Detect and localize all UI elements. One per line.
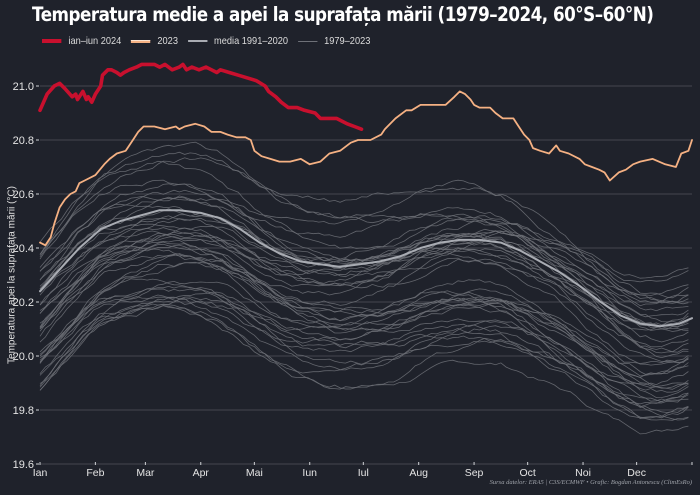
year-line-1984: [39, 303, 689, 402]
year-line-2022: [39, 208, 689, 318]
year-line-1985: [39, 305, 689, 435]
x-tick-label: Iul: [358, 467, 369, 479]
y-tick-label: 20.0: [13, 351, 34, 363]
series-2023-line: [39, 90, 693, 247]
year-line-2011: [39, 225, 689, 364]
legend-label-years: 1979–2023: [324, 35, 371, 47]
x-tick-label: Mar: [136, 467, 155, 479]
year-line-2020: [39, 151, 689, 296]
year-line-1994: [39, 254, 689, 375]
year-line-2002: [39, 232, 689, 348]
x-tick-label: Ian: [33, 467, 48, 479]
y-tick-label: 20.4: [13, 243, 34, 255]
legend-swatch-years: [297, 40, 318, 42]
year-line-1981: [39, 285, 689, 419]
source-caption: Sursa datelor: ERA5 | C3S/ECMWF • Grafic…: [489, 479, 692, 486]
legend-item-2023: 2023: [131, 35, 178, 47]
main-series-lines: [38, 62, 693, 328]
legend-label-2024: ian–iun 2024: [68, 35, 122, 47]
y-tick-label: 19.8: [13, 405, 34, 417]
year-line-1995: [39, 239, 689, 378]
year-line-1987: [39, 261, 689, 390]
x-tick-label: Noi: [575, 467, 591, 479]
legend-swatch-2024: [42, 39, 62, 43]
y-axis-ticks: 19.6 19.8 20.0 20.2 20.4 20.6 20.8 21.0: [13, 81, 39, 471]
x-tick-label: Apr: [193, 467, 210, 479]
x-tick-label: Feb: [86, 467, 104, 479]
year-line-2003: [39, 227, 689, 329]
year-line-1996: [39, 253, 689, 405]
year-line-2001: [39, 217, 689, 366]
year-line-2007: [39, 240, 689, 359]
year-line-2014: [39, 179, 689, 283]
y-tick-label: 20.6: [13, 189, 34, 201]
y-tick-label: 19.6: [13, 459, 34, 471]
year-line-2016: [39, 157, 689, 304]
year-line-1993: [39, 294, 689, 389]
x-tick-label: Dec: [627, 467, 646, 479]
x-tick-label: Oct: [519, 467, 535, 479]
year-line-1992: [39, 296, 689, 421]
y-tick-label: 20.2: [13, 297, 34, 309]
legend-item-mean: media 1991–2020: [187, 35, 289, 47]
x-tick-label: Sep: [465, 467, 484, 479]
mean-1991-2020-line: [39, 209, 693, 328]
legend-item-years: 1979–2023: [297, 35, 371, 47]
legend-label-2023: 2023: [157, 35, 178, 47]
y-tick-label: 20.8: [13, 135, 34, 147]
legend-swatch-2023: [131, 39, 151, 43]
x-tick-label: Aug: [409, 467, 428, 479]
year-line-1998: [39, 228, 689, 324]
year-line-2000: [39, 244, 689, 377]
legend-swatch-mean: [187, 40, 207, 42]
series-2024-line: [38, 62, 364, 131]
year-line-1999: [39, 248, 689, 364]
year-line-2018: [39, 204, 689, 299]
year-line-2009: [39, 195, 689, 312]
year-line-2019: [39, 160, 689, 279]
year-line-1986: [39, 291, 689, 419]
y-tick-label: 21.0: [13, 81, 34, 93]
chart-title: Temperatura medie a apei la suprafața mă…: [32, 3, 654, 26]
legend-item-2024: ian–iun 2024: [42, 35, 121, 47]
year-line-1989: [39, 296, 689, 393]
year-line-2013: [39, 223, 689, 304]
x-axis-ticks: Ian Feb Mar Apr Mai Iun Iul Aug Sep Oct Noi Dec: [33, 462, 693, 479]
legend-label-mean: media 1991–2020: [214, 35, 289, 47]
year-line-1979: [39, 304, 689, 413]
x-tick-label: Iun: [302, 467, 317, 479]
year-line-1982: [39, 298, 689, 421]
background-years-lines: [39, 141, 689, 435]
x-tick-label: Mai: [246, 467, 263, 479]
legend: ian–iun 2024 2023 media 1991–2020 1979–2…: [42, 35, 380, 47]
year-line-2021: [39, 195, 689, 332]
